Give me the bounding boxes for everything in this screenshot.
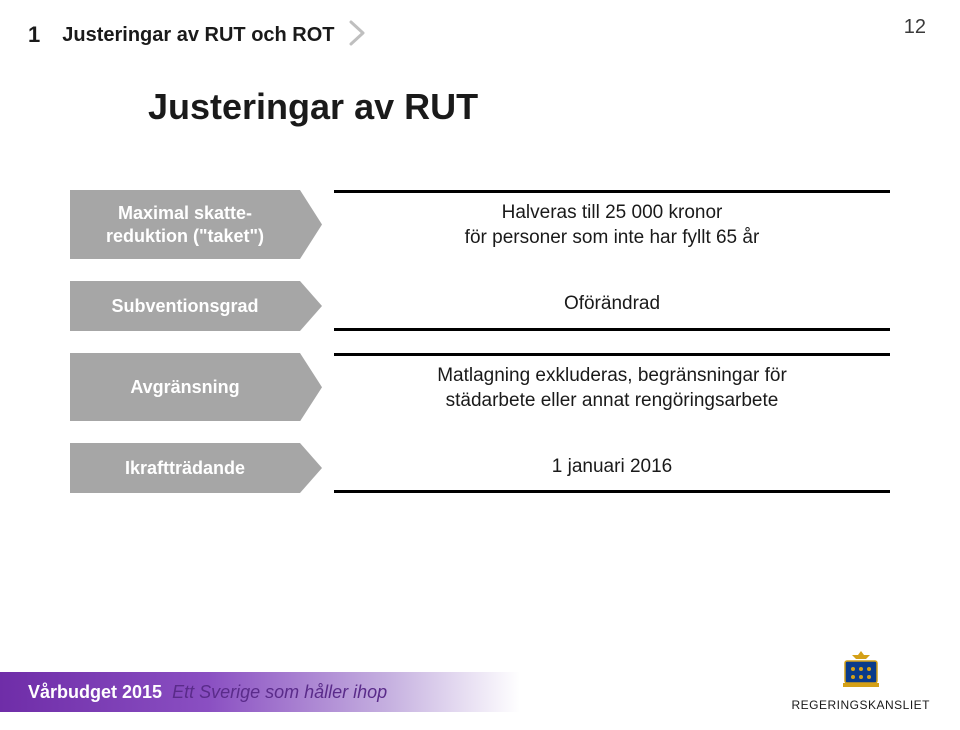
header: 1 Justeringar av RUT och ROT <box>28 18 900 52</box>
value-text: för personer som inte har fyllt 65 år <box>465 226 760 251</box>
label-text: Avgränsning <box>130 376 239 399</box>
government-logo: REGERINGSKANSLIET <box>791 649 930 712</box>
row-label: Avgränsning <box>70 353 300 421</box>
row-label: Subventionsgrad <box>70 281 300 331</box>
row-value: Oförändrad <box>334 281 890 331</box>
page-number: 12 <box>904 16 926 39</box>
label-text: reduktion ("taket") <box>106 225 264 248</box>
table-row: Avgränsning Matlagning exkluderas, begrä… <box>70 353 890 421</box>
row-value: Halveras till 25 000 kronor för personer… <box>334 190 890 259</box>
row-label: Maximal skatte- reduktion ("taket") <box>70 190 300 259</box>
arrow-right-icon <box>300 353 322 421</box>
value-text: Matlagning exkluderas, begränsningar för <box>437 364 787 389</box>
arrow-right-icon <box>300 281 322 331</box>
value-text: Halveras till 25 000 kronor <box>502 201 723 226</box>
page-title: Justeringar av RUT <box>148 86 478 128</box>
footer-bar: Vårbudget 2015 Ett Sverige som håller ih… <box>0 672 520 712</box>
crest-icon <box>839 649 883 694</box>
content-table: Maximal skatte- reduktion ("taket") Halv… <box>70 190 890 515</box>
chevron-right-icon <box>349 20 369 51</box>
row-value: 1 januari 2016 <box>334 443 890 493</box>
row-value: Matlagning exkluderas, begränsningar för… <box>334 353 890 421</box>
footer-title: Vårbudget 2015 <box>28 682 162 703</box>
label-text: Ikraftträdande <box>125 457 245 480</box>
label-text: Maximal skatte- <box>118 202 252 225</box>
table-row: Ikraftträdande 1 januari 2016 <box>70 443 890 493</box>
footer-subtitle: Ett Sverige som håller ihop <box>172 682 387 703</box>
breadcrumb: Justeringar av RUT och ROT <box>62 24 334 47</box>
table-row: Subventionsgrad Oförändrad <box>70 281 890 331</box>
arrow-right-icon <box>300 190 322 259</box>
row-label: Ikraftträdande <box>70 443 300 493</box>
label-text: Subventionsgrad <box>111 295 258 318</box>
value-text: 1 januari 2016 <box>552 455 672 480</box>
logo-text: REGERINGSKANSLIET <box>791 698 930 712</box>
value-text: städarbete eller annat rengöringsarbete <box>446 389 779 414</box>
arrow-right-icon <box>300 443 322 493</box>
value-text: Oförändrad <box>564 292 660 317</box>
section-number: 1 <box>28 22 40 48</box>
table-row: Maximal skatte- reduktion ("taket") Halv… <box>70 190 890 259</box>
